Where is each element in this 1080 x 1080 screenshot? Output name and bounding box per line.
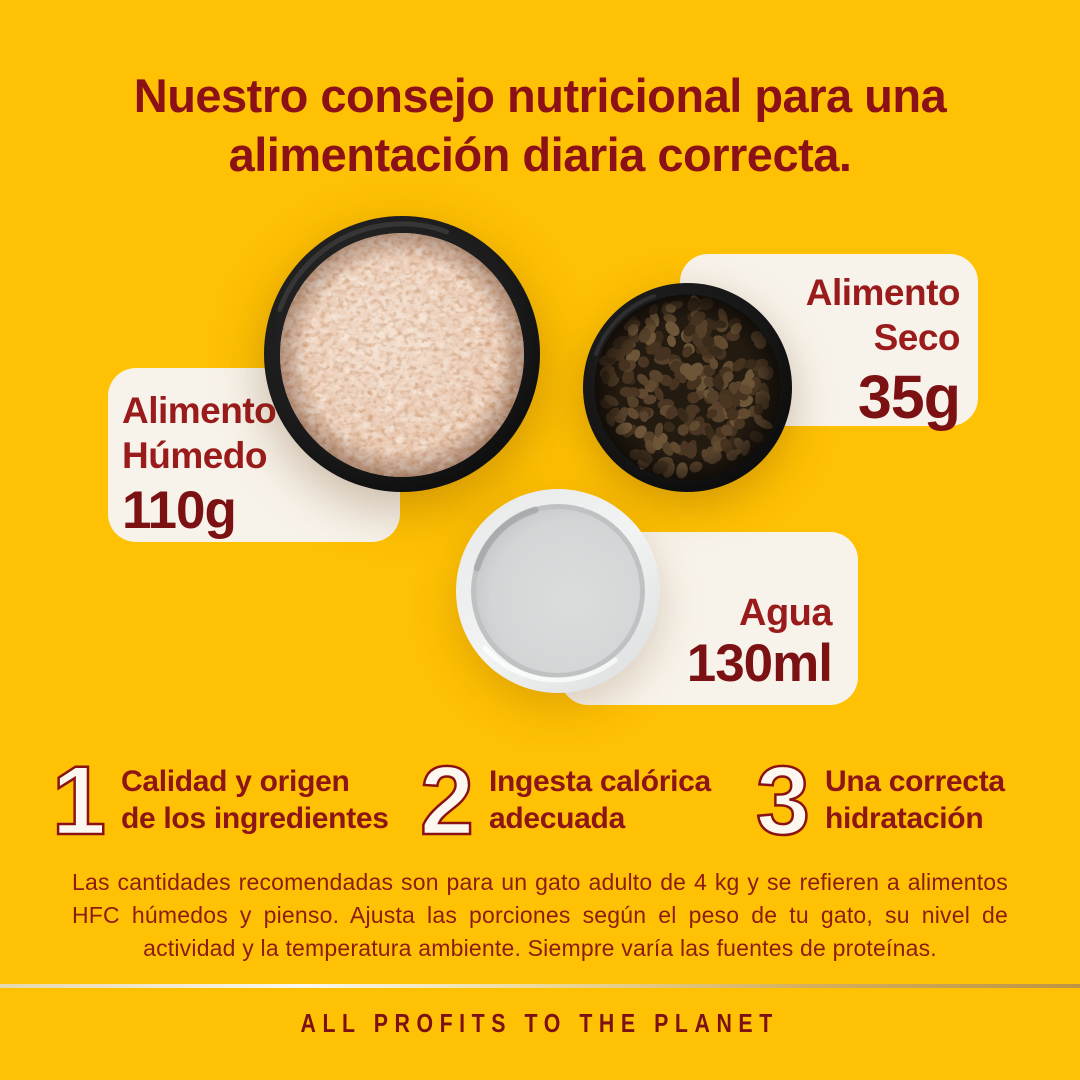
water-surface — [476, 509, 640, 673]
water-bowl-highlight-arc — [482, 645, 618, 683]
wet-food-label-line1: Alimento — [122, 390, 277, 431]
title-line1: Nuestro consejo nutricional para una — [133, 69, 947, 122]
dry-food-card-content: Alimento Seco 35g — [805, 270, 961, 432]
tip-2-line2: adecuada — [488, 802, 625, 835]
kibble-inner-shadow — [594, 294, 781, 481]
disclaimer-text: Las cantidades recomendadas son para un … — [72, 869, 1008, 961]
footer-tagline: ALL PROFITS TO THE PLANET — [300, 1008, 780, 1038]
footer: ALL PROFITS TO THE PLANET — [0, 1008, 1080, 1039]
wet-food-bowl-image — [264, 216, 540, 492]
tip-2-text: Ingesta calórica adecuada — [489, 763, 711, 837]
tip-3: 3 Una correcta hidratación — [755, 745, 1005, 855]
footer-divider-line — [0, 984, 1080, 988]
wet-food-card-content: Alimento Húmedo 110g — [122, 388, 277, 542]
tip-3-text: Una correcta hidratación — [825, 763, 1005, 837]
wet-food-amount: 110g — [122, 481, 237, 540]
wet-food-label-line2: Húmedo — [122, 435, 268, 476]
dry-bowl-rim-highlight — [594, 294, 656, 356]
tip-1-text: Calidad y origen de los ingredientes — [121, 763, 389, 837]
water-label: Agua — [687, 591, 833, 635]
water-card-content: Agua 130ml — [686, 591, 833, 693]
tip-2-line1: Ingesta calórica — [488, 765, 711, 798]
title-line2: alimentación diaria correcta. — [228, 128, 852, 181]
tip-1: 1 Calidad y origen de los ingredientes — [51, 745, 389, 855]
dry-food-label-line1: Alimento — [805, 272, 961, 313]
wet-food-label: Alimento Húmedo — [122, 388, 277, 478]
tip-3-line1: Una correcta — [824, 765, 1005, 798]
dry-food-amount: 35g — [857, 363, 961, 431]
wet-food-inner-shadow — [280, 233, 524, 477]
tip-1-number: 1 — [51, 745, 107, 855]
dry-food-bowl-image — [583, 283, 792, 492]
water-inner-shadow-arc — [473, 506, 539, 572]
tip-1-line1: Calidad y origen — [120, 765, 350, 798]
tip-3-number: 3 — [755, 745, 811, 855]
page-title: Nuestro consejo nutricional para una ali… — [0, 66, 1080, 184]
wet-bowl-rim-highlight — [277, 221, 449, 312]
tip-1-line2: de los ingredientes — [120, 802, 389, 835]
tip-2-number: 2 — [419, 745, 475, 855]
tip-2: 2 Ingesta calórica adecuada — [419, 745, 711, 855]
water-label-line1: Agua — [739, 592, 833, 634]
water-amount: 130ml — [686, 634, 833, 693]
dry-food-label-line2: Seco — [873, 317, 961, 358]
water-bowl-image — [456, 489, 660, 693]
dry-food-label: Alimento Seco — [805, 270, 961, 360]
tip-3-line2: hidratación — [824, 802, 984, 835]
